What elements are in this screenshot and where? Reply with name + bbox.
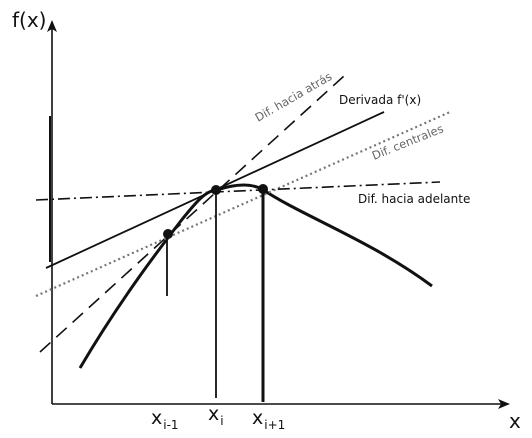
tick-subscript: i (220, 414, 223, 428)
tick-subscript: i+1 (264, 418, 285, 432)
derivative-label: Derivada f'(x) (339, 93, 421, 107)
tick-label-xi: xi (208, 403, 224, 428)
y-axis-label: f(x) (12, 8, 46, 32)
tick-label-xi-minus-1: xi-1 (151, 407, 179, 432)
tick-label-xi-plus-1: xi+1 (252, 407, 285, 432)
central-difference-label: Dif. centrales (370, 121, 446, 162)
tick-base: x (252, 407, 263, 429)
point-xi (211, 185, 221, 195)
point-xi-plus-1 (258, 184, 268, 194)
tick-base: x (208, 403, 219, 425)
function-curve (78, 183, 433, 369)
central-difference-line (35, 110, 451, 298)
tick-base: x (151, 407, 162, 429)
point-xi-minus-1 (163, 229, 173, 239)
backward-difference-line (39, 75, 345, 353)
x-axis-label: x (509, 409, 521, 433)
tick-subscript: i-1 (163, 418, 178, 432)
forward-difference-label: Dif. hacia adelante (358, 192, 470, 206)
forward-difference-line (35, 181, 441, 201)
